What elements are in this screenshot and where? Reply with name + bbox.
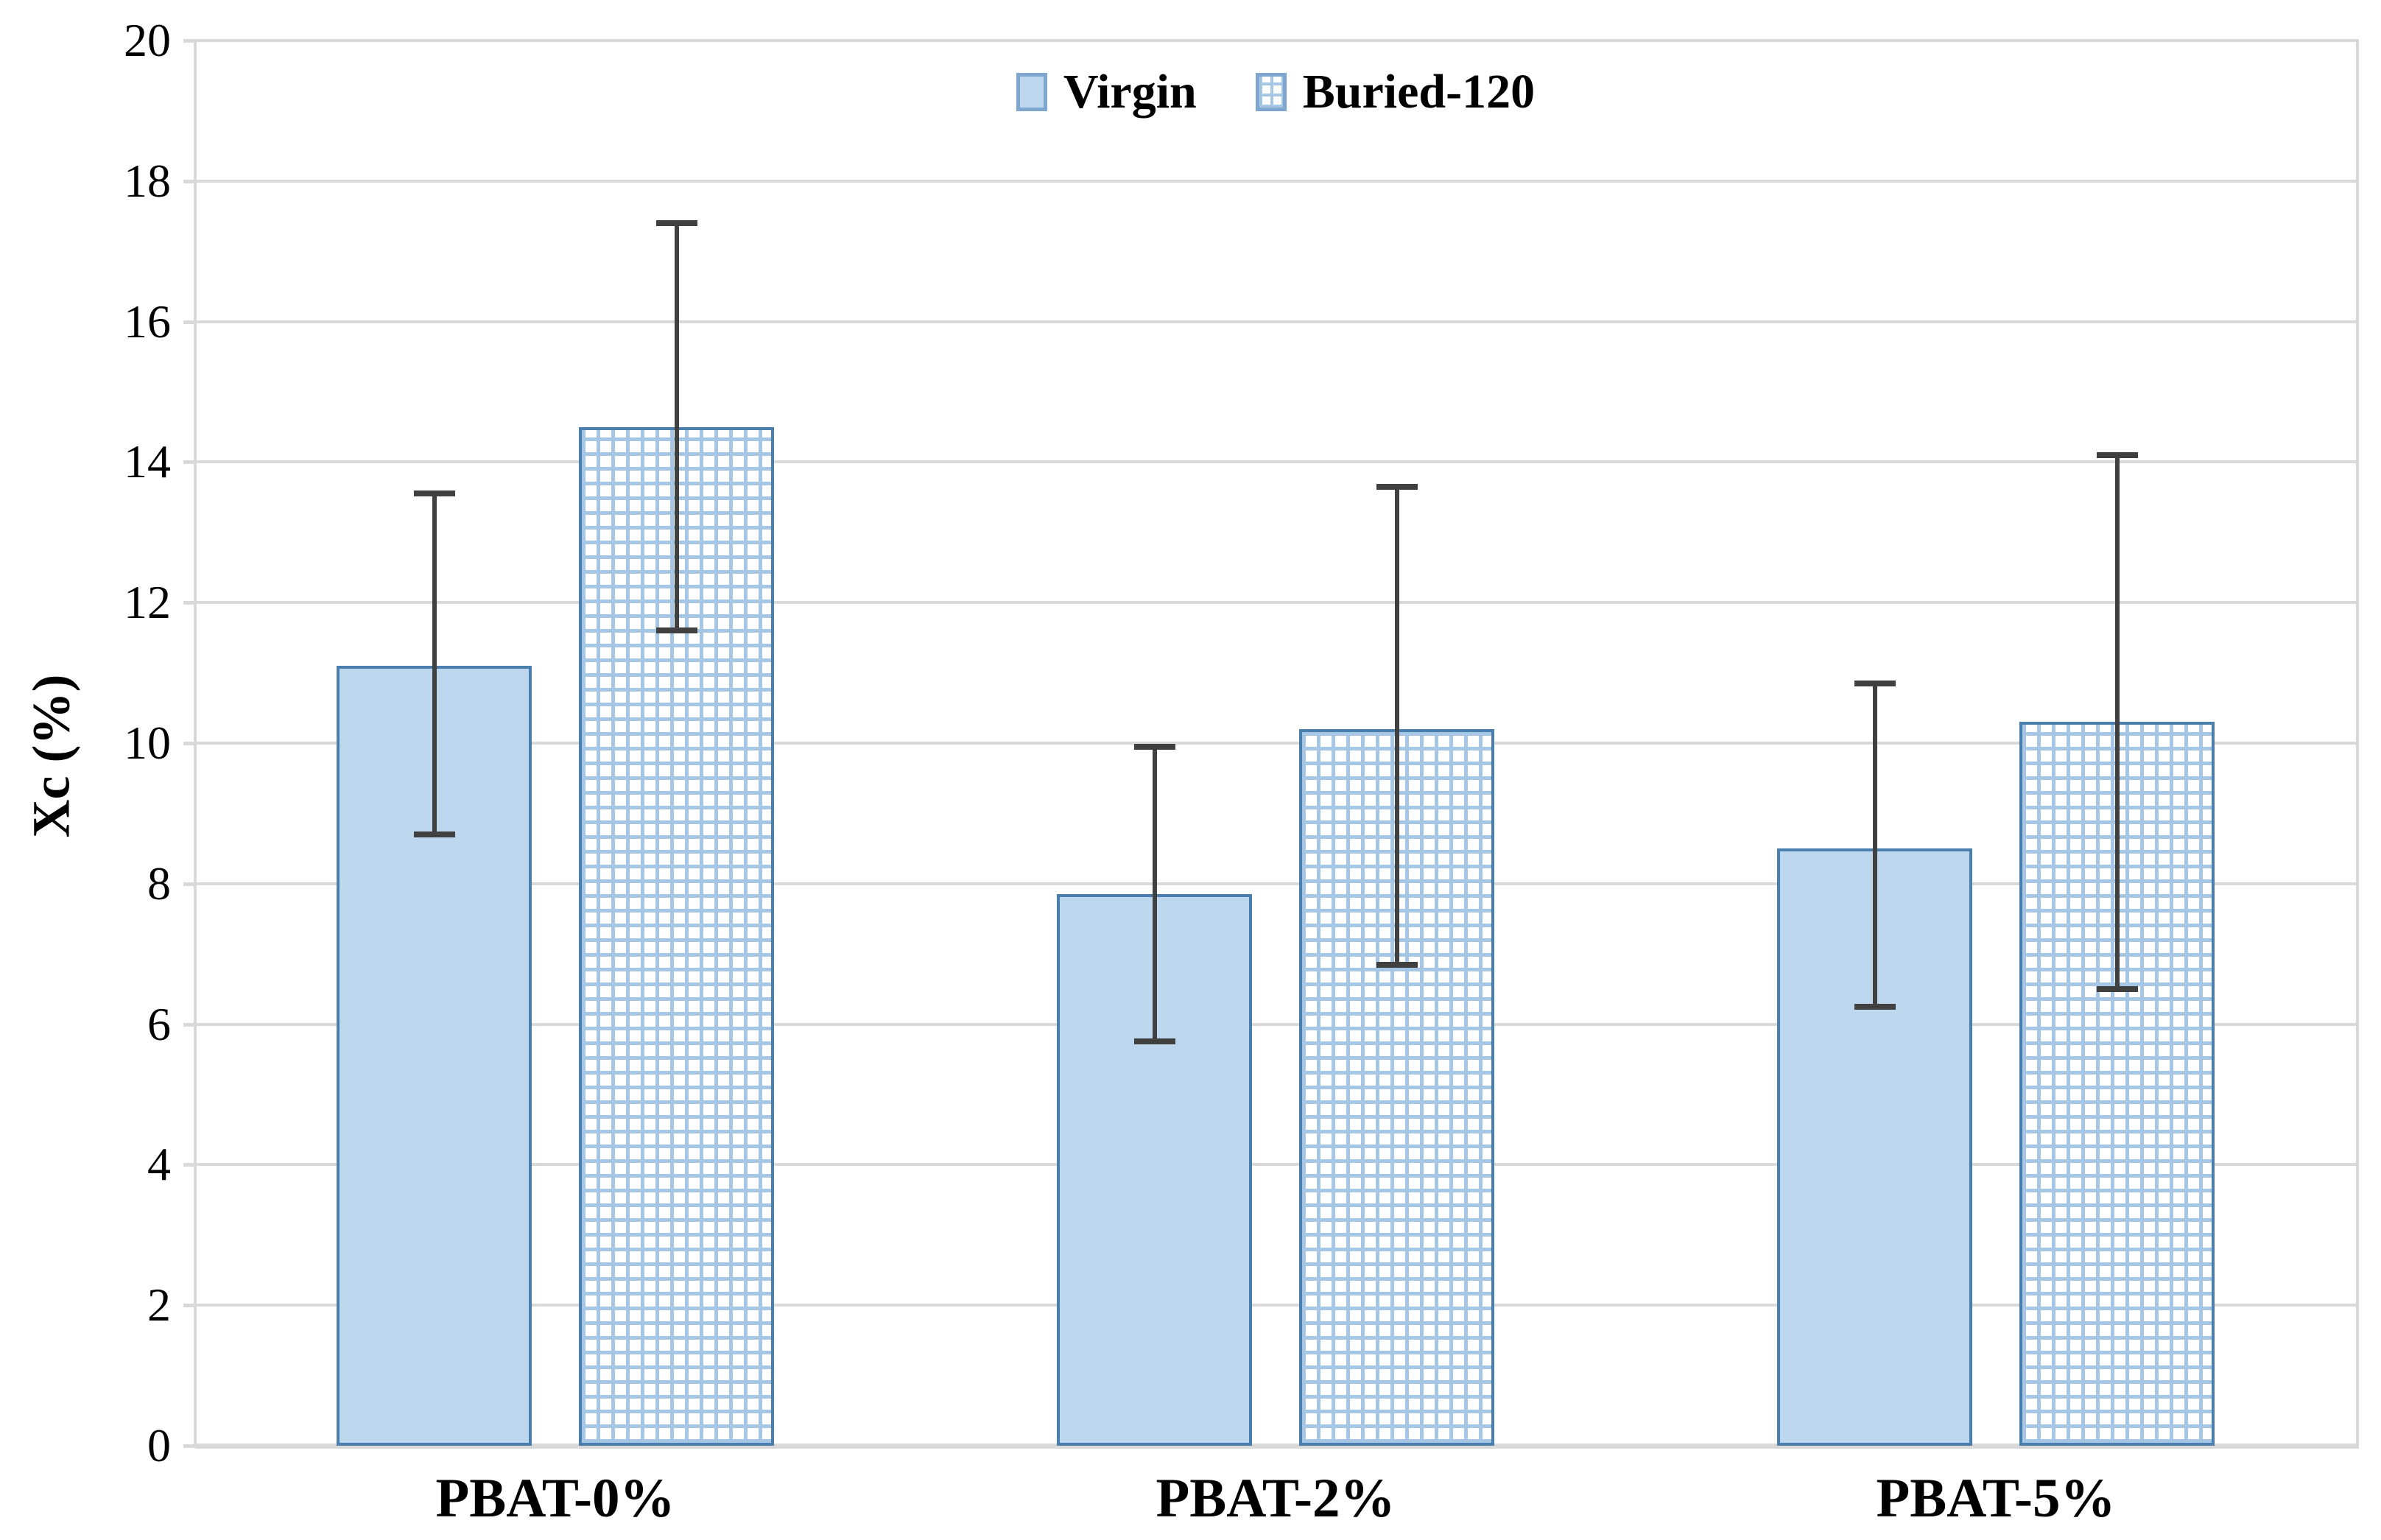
error-bar-line (432, 493, 437, 835)
y-tick-label: 16 (124, 295, 171, 348)
error-bar-line (1872, 683, 1877, 1007)
gridline (195, 1444, 2359, 1449)
error-bar-line (1394, 486, 1399, 965)
error-bar-line (2114, 454, 2120, 989)
error-bar-bottom-cap (1854, 1003, 1896, 1010)
gridline (195, 882, 2359, 885)
x-category-label: PBAT-5% (1876, 1468, 2116, 1529)
error-bar-bottom-cap (1133, 1038, 1175, 1045)
error-bar-top-cap (1376, 483, 1418, 490)
gridline (195, 179, 2359, 183)
legend-swatch-virgin (1016, 73, 1047, 111)
error-bar-top-cap (1854, 680, 1896, 686)
gridline (195, 320, 2359, 323)
x-category-label: PBAT-0% (435, 1468, 675, 1529)
y-tick-label: 12 (124, 576, 171, 629)
y-tick-mark (183, 601, 195, 605)
y-tick-mark (183, 179, 195, 183)
y-axis-line (194, 41, 197, 1446)
error-bar-top-cap (413, 491, 455, 497)
gridline (195, 601, 2359, 605)
plot-right-border (2356, 41, 2359, 1446)
gridline (195, 742, 2359, 745)
y-tick-mark (183, 460, 195, 465)
error-bar-line (674, 223, 679, 631)
y-tick-mark (183, 39, 195, 43)
error-bar-bottom-cap (655, 627, 697, 634)
error-bar-top-cap (2096, 451, 2138, 458)
legend-label: Buried-120 (1302, 65, 1536, 119)
y-tick-label: 6 (147, 997, 171, 1050)
y-tick-label: 8 (147, 857, 171, 910)
error-bar-line (1152, 746, 1157, 1042)
gridline (195, 1163, 2359, 1167)
legend-swatch-buried-120 (1255, 73, 1287, 111)
bar-virgin-pbat-2 (1057, 894, 1252, 1446)
gridline (195, 1304, 2359, 1307)
legend-item-virgin: Virgin (1016, 68, 1197, 116)
y-tick-mark (183, 742, 195, 745)
error-bar-bottom-cap (413, 831, 455, 838)
y-tick-label: 10 (124, 717, 171, 769)
gridline (195, 1022, 2359, 1026)
error-bar-top-cap (1133, 743, 1175, 750)
error-bar-top-cap (655, 220, 697, 227)
gridline (195, 39, 2359, 42)
y-tick-mark (183, 1444, 195, 1448)
y-tick-label: 20 (124, 14, 171, 66)
y-tick-label: 4 (147, 1138, 171, 1191)
y-tick-mark (183, 1163, 195, 1167)
y-tick-mark (183, 1304, 195, 1308)
y-tick-label: 2 (147, 1279, 171, 1332)
gridline (195, 460, 2359, 464)
y-tick-mark (183, 1022, 195, 1027)
y-tick-label: 18 (124, 154, 171, 207)
legend: Virgin Buried-120 (195, 68, 2356, 116)
y-tick-mark (183, 320, 195, 324)
y-tick-label: 14 (124, 435, 171, 488)
legend-item-buried-120: Buried-120 (1255, 65, 1536, 119)
y-tick-mark (183, 882, 195, 886)
error-bar-bottom-cap (1376, 961, 1418, 968)
y-tick-label: 0 (147, 1419, 171, 1472)
legend-label: Virgin (1063, 65, 1197, 119)
x-category-label: PBAT-2% (1156, 1468, 1396, 1529)
error-bar-bottom-cap (2096, 985, 2138, 992)
